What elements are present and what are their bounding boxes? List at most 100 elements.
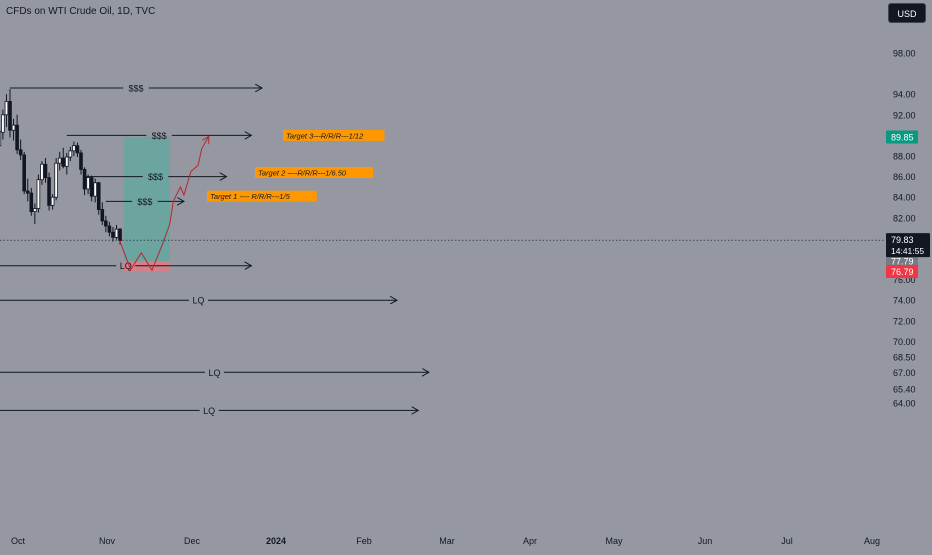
candle-body — [57, 157, 62, 164]
x-tick-label: Aug — [864, 536, 880, 546]
level-label: LQ — [120, 261, 132, 271]
candle — [4, 94, 9, 128]
price-marker-value: 89.85 — [891, 132, 914, 142]
candle — [0, 130, 2, 147]
level-label: LQ — [192, 296, 204, 306]
candle — [57, 151, 62, 171]
price-marker-bg — [886, 254, 918, 268]
candle-body — [114, 228, 119, 238]
candle — [8, 89, 12, 138]
candle-body — [33, 208, 37, 213]
candle — [82, 167, 87, 196]
candle-body — [40, 163, 44, 181]
candle-body — [43, 163, 48, 179]
candle — [54, 158, 58, 201]
candle-body — [36, 179, 41, 209]
y-tick-label: 65.40 — [893, 384, 916, 394]
candle-body — [54, 162, 58, 198]
position-zone — [123, 136, 170, 272]
candle-body — [8, 101, 12, 131]
candle — [36, 174, 41, 213]
level-label: $$$ — [129, 84, 144, 94]
candle-body — [29, 192, 34, 213]
candle-body — [75, 145, 80, 154]
y-tick-label: 74.00 — [893, 296, 916, 306]
price-axis: 98.0094.0092.0090.0088.0086.0084.0082.00… — [893, 49, 916, 409]
current-price-countdown: 14:41:55 — [891, 246, 924, 256]
x-tick-label: Jun — [698, 536, 713, 546]
candle-body — [100, 209, 105, 222]
target-label: Target 2 ----R/R/R---1/6.50 — [258, 168, 347, 177]
liquidity-lines: $$$ $$$ $$$ $$$ LQ LQ LQ LQ — [0, 84, 429, 416]
candle — [22, 151, 26, 195]
candle-body — [96, 182, 101, 210]
candle-body — [104, 220, 108, 227]
price-marker-value: 76.79 — [891, 267, 914, 277]
current-price-bg — [886, 233, 930, 258]
x-tick-label: Nov — [99, 536, 116, 546]
price-marker-bg — [886, 264, 918, 278]
candle-body — [0, 130, 2, 147]
y-tick-label: 92.00 — [893, 110, 916, 120]
candle — [18, 139, 23, 161]
candle-body — [25, 190, 30, 194]
y-tick-label: 84.00 — [893, 193, 916, 203]
candle — [104, 215, 108, 233]
candle — [72, 141, 76, 156]
level-label: $$$ — [152, 131, 167, 141]
candle-body — [18, 149, 23, 156]
candle — [79, 149, 83, 175]
level-label: LQ — [208, 368, 220, 378]
stop-zone — [123, 261, 170, 272]
candle — [15, 114, 19, 154]
y-tick-label: 86.00 — [893, 172, 916, 182]
candle — [43, 158, 48, 183]
x-tick-label: Oct — [11, 536, 26, 546]
target-labels: Target 3---R/R/R---1/12 Target 2 ----R/R/… — [207, 129, 385, 202]
candle-body — [47, 177, 51, 206]
candle — [40, 161, 44, 185]
candle-body — [11, 124, 16, 131]
candle — [89, 175, 94, 202]
candle-body — [68, 150, 73, 158]
y-tick-label: 72.00 — [893, 316, 916, 326]
level-label: $$$ — [148, 172, 163, 182]
chart-title: CFDs on WTI Crude Oil, 1D, TVC — [6, 6, 156, 17]
y-tick-label: 67.00 — [893, 368, 916, 378]
candle — [33, 203, 37, 224]
candle-body — [93, 182, 98, 197]
price-marker-gray: 77.79 — [886, 254, 918, 268]
candle — [100, 202, 105, 226]
candle — [50, 194, 55, 210]
price-marker-green: 89.85 — [886, 130, 918, 144]
y-tick-label: 82.00 — [893, 213, 916, 223]
candle-body — [1, 114, 5, 133]
candle — [111, 227, 115, 242]
candle — [93, 178, 98, 203]
x-tick-label: 2024 — [266, 536, 286, 546]
currency-button[interactable]: USD — [888, 3, 926, 23]
candle-body — [82, 168, 87, 190]
candle — [47, 172, 51, 211]
y-tick-label: 88.00 — [893, 152, 916, 162]
target-label: Target 3---R/R/R---1/12 — [286, 131, 364, 140]
price-marker-red: 76.79 — [886, 264, 918, 278]
candle — [68, 146, 73, 162]
candle — [114, 225, 119, 240]
candle-body — [107, 225, 112, 233]
candle — [11, 118, 16, 141]
candle-body — [22, 154, 26, 192]
y-tick-label: 70.00 — [893, 337, 916, 347]
y-tick-label: 94.00 — [893, 90, 916, 100]
candle-body — [86, 177, 90, 190]
target-label-bg — [207, 190, 317, 202]
x-tick-label: May — [605, 536, 623, 546]
candle — [75, 142, 80, 158]
y-tick-label: 76.00 — [893, 275, 916, 285]
candle-body — [4, 101, 9, 116]
candle — [29, 187, 34, 216]
